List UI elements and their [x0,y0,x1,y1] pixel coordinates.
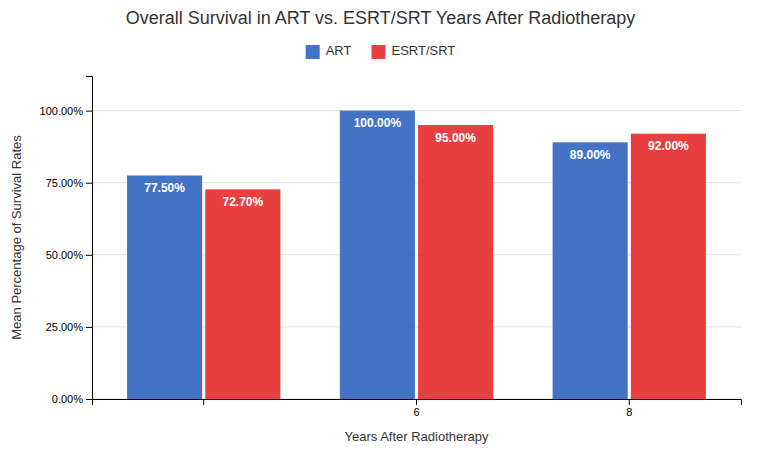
legend-swatch [306,45,320,59]
series [127,111,628,399]
x-tick [203,399,204,405]
legend-item: ESRT/SRT [371,43,455,59]
data-label: 100.00% [354,116,402,130]
y-tick-mark [86,399,92,400]
x-tick-label: 6 [413,406,419,418]
data-labels: 77.50% 100.00% 89.00% 72.70% 95.00% 92.00% [144,116,689,209]
x-tick: 6 [413,399,419,418]
bar [553,142,628,399]
bar [127,175,202,399]
bar [418,125,493,399]
grid-line [92,110,741,111]
y-tick: 50.00% [46,249,92,261]
y-axis-title: Mean Percentage of Survival Rates [9,135,24,340]
x-tick-mark [203,399,204,405]
data-label: 92.00% [648,139,689,153]
y-tick: 100.00% [40,105,92,117]
y-tick-label: 75.00% [46,177,84,189]
x-tick-mark [629,399,630,405]
x-axis-line [93,400,742,406]
x-axis: 68 [93,399,742,418]
legend: ART ESRT/SRT [306,43,456,59]
x-tick-label: 8 [626,406,632,418]
y-tick-label: 100.00% [40,105,84,117]
bar [631,134,706,399]
data-label: 89.00% [570,148,611,162]
data-label: 95.00% [435,131,476,145]
y-tick-label: 50.00% [46,249,84,261]
bars [127,111,706,399]
data-label: 72.70% [222,195,263,209]
y-tick: 0.00% [52,393,92,405]
y-tick-mark [86,327,92,328]
x-tick: 8 [626,399,632,418]
y-tick-label: 25.00% [46,321,84,333]
x-tick-mark [416,399,417,405]
legend-item: ART [306,43,352,59]
y-tick-mark [86,111,92,112]
series [205,125,706,399]
data-label: 77.50% [144,181,185,195]
bar [205,189,280,399]
grid [92,111,741,399]
legend-label: ART [326,43,352,58]
y-axis: 0.00% 25.00% 50.00% 75.00% 100.00% [40,77,93,406]
plot: 0.00%25.00%50.00%75.00%100.00%6877.50%10… [40,77,742,418]
y-tick-mark [86,183,92,184]
y-tick-label: 0.00% [52,393,83,405]
title: Overall Survival in ART vs. ESRT/SRT Yea… [126,8,636,28]
y-tick-mark [86,255,92,256]
y-tick: 25.00% [46,321,92,333]
legend-swatch [371,45,385,59]
legend-label: ESRT/SRT [391,43,455,58]
x-axis-title: Years After Radiotherapy [344,429,489,444]
y-axis-line [86,77,93,400]
chart: 0.00%25.00%50.00%75.00%100.00%6877.50%10… [0,0,761,451]
bar [340,111,415,399]
y-tick: 75.00% [46,177,92,189]
